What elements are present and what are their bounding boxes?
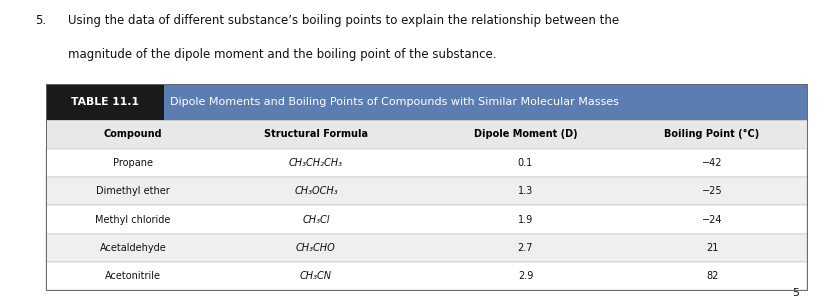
Text: CH₃Cl: CH₃Cl — [302, 215, 329, 224]
Text: 1.3: 1.3 — [517, 186, 533, 196]
Text: −42: −42 — [701, 158, 721, 168]
Text: 5: 5 — [791, 288, 798, 298]
Text: Dimethyl ether: Dimethyl ether — [96, 186, 170, 196]
Text: −25: −25 — [701, 186, 721, 196]
Text: −24: −24 — [701, 215, 721, 224]
Text: 0.1: 0.1 — [517, 158, 533, 168]
Text: 2.9: 2.9 — [517, 271, 533, 281]
Text: 82: 82 — [705, 271, 717, 281]
Text: Methyl chloride: Methyl chloride — [95, 215, 170, 224]
Text: Propane: Propane — [113, 158, 153, 168]
Text: 21: 21 — [705, 243, 717, 253]
Text: Dipole Moments and Boiling Points of Compounds with Similar Molecular Masses: Dipole Moments and Boiling Points of Com… — [170, 97, 619, 107]
Text: Acetaldehyde: Acetaldehyde — [99, 243, 166, 253]
Text: CH₃CN: CH₃CN — [299, 271, 332, 281]
Text: Using the data of different substance’s boiling points to explain the relationsh: Using the data of different substance’s … — [68, 14, 619, 27]
Text: Compound: Compound — [103, 129, 162, 139]
Text: magnitude of the dipole moment and the boiling point of the substance.: magnitude of the dipole moment and the b… — [68, 48, 496, 60]
Text: Dipole Moment (D): Dipole Moment (D) — [473, 129, 576, 139]
Text: 2.7: 2.7 — [517, 243, 533, 253]
Text: CH₃CH₂CH₃: CH₃CH₂CH₃ — [289, 158, 342, 168]
Text: 5.: 5. — [35, 14, 45, 27]
Text: Boiling Point (°C): Boiling Point (°C) — [663, 129, 759, 139]
Text: 1.9: 1.9 — [517, 215, 533, 224]
Text: CH₃CHO: CH₃CHO — [296, 243, 336, 253]
Text: CH₃OCH₃: CH₃OCH₃ — [294, 186, 337, 196]
Text: TABLE 11.1: TABLE 11.1 — [70, 97, 138, 107]
Text: Structural Formula: Structural Formula — [264, 129, 367, 139]
Text: Acetonitrile: Acetonitrile — [105, 271, 161, 281]
